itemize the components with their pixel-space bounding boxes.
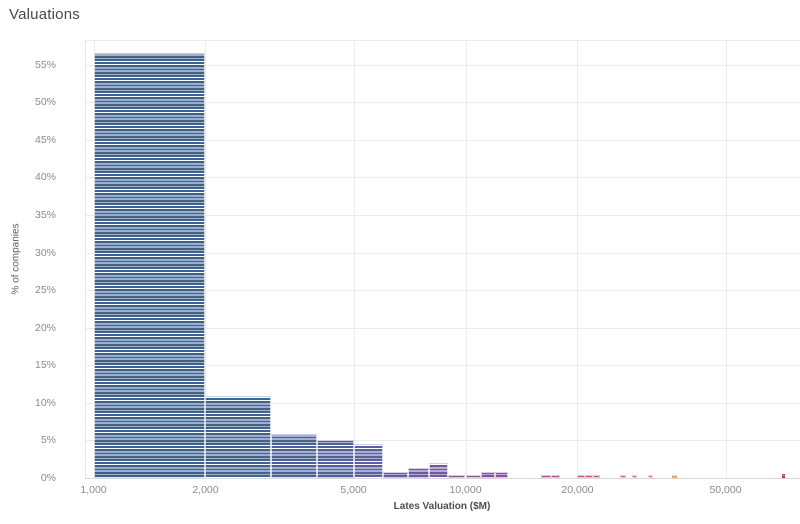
horizontal-gridline	[85, 290, 800, 292]
horizontal-gridline	[85, 214, 800, 216]
horizontal-gridline	[85, 252, 800, 254]
y-axis-title: % of companies	[10, 223, 22, 295]
horizontal-gridline	[85, 139, 800, 141]
x-axis-line	[85, 478, 800, 479]
x-tick-label: 5,000	[340, 484, 367, 496]
histogram-bar[interactable]	[465, 474, 481, 478]
histogram-bar[interactable]	[317, 439, 354, 478]
x-tick-label: 2,000	[192, 484, 219, 496]
horizontal-gridline	[85, 440, 800, 442]
histogram-bar[interactable]	[782, 474, 785, 478]
histogram-bar[interactable]	[205, 396, 271, 478]
y-tick-label: 40%	[34, 171, 56, 184]
y-tick-label: 10%	[34, 396, 56, 409]
y-tick-label: 55%	[34, 58, 56, 71]
histogram-bar[interactable]	[429, 462, 449, 478]
chart-title: Valuations	[9, 6, 80, 23]
y-tick-label: 15%	[34, 359, 56, 372]
y-tick-label: 30%	[34, 246, 56, 259]
histogram-bar[interactable]	[93, 53, 206, 478]
histogram-bar[interactable]	[619, 474, 626, 478]
horizontal-gridline	[85, 365, 800, 367]
vertical-gridline	[725, 40, 727, 478]
horizontal-gridline	[85, 402, 800, 404]
histogram-bar[interactable]	[353, 444, 383, 478]
histogram-bar[interactable]	[480, 472, 495, 478]
histogram-bar[interactable]	[494, 472, 508, 478]
y-tick-label: 25%	[34, 284, 56, 297]
histogram-bar[interactable]	[407, 467, 430, 478]
x-tick-label: 50,000	[709, 484, 742, 496]
x-tick-label: 20,000	[561, 484, 594, 496]
x-tick-label: 1,000	[80, 484, 107, 496]
histogram-bar[interactable]	[672, 474, 677, 478]
histogram-bar[interactable]	[270, 434, 318, 478]
y-tick-label: 0%	[40, 472, 56, 484]
histogram-bar[interactable]	[541, 474, 552, 478]
plot-border-left	[85, 40, 86, 478]
y-tick-label: 50%	[34, 96, 56, 109]
histogram-bar[interactable]	[648, 474, 654, 478]
x-tick-label: 10,000	[449, 484, 482, 496]
horizontal-gridline	[85, 102, 800, 104]
horizontal-gridline	[85, 327, 800, 329]
plot-border-top	[85, 40, 800, 41]
vertical-gridline	[577, 40, 579, 478]
y-tick-label: 35%	[34, 208, 56, 221]
histogram-bar[interactable]	[592, 474, 601, 478]
histogram-bar[interactable]	[382, 472, 408, 478]
histogram-bar[interactable]	[448, 474, 466, 478]
histogram-bar[interactable]	[551, 474, 561, 478]
y-tick-label: 45%	[34, 133, 56, 146]
histogram-bar[interactable]	[631, 474, 638, 478]
y-tick-label: 5%	[40, 434, 56, 447]
x-axis-title: Lates Valuation ($M)	[393, 501, 491, 512]
y-tick-label: 20%	[34, 321, 56, 334]
horizontal-gridline	[85, 177, 800, 179]
histogram-bar[interactable]	[577, 474, 586, 478]
vertical-gridline	[353, 40, 355, 478]
histogram-bar[interactable]	[585, 474, 593, 478]
vertical-gridline	[205, 40, 207, 478]
horizontal-gridline	[85, 64, 800, 66]
vertical-gridline	[465, 40, 467, 478]
